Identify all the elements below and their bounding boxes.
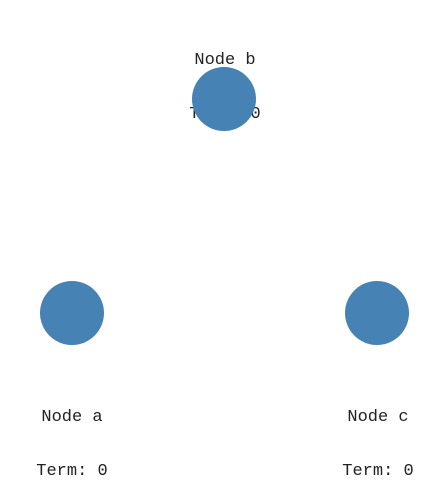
- node-a-label: Node a Term: 0: [12, 373, 132, 499]
- node-b-name: Node b: [194, 51, 256, 70]
- node-a-term: Term: 0: [36, 462, 108, 481]
- node-a-name: Node a: [41, 408, 103, 427]
- node-c-label: Node c Term: 0: [318, 373, 438, 499]
- node-c-term: Term: 0: [342, 462, 414, 481]
- node-c-name: Node c: [347, 408, 409, 427]
- node-c-circle[interactable]: [345, 281, 409, 345]
- node-b-circle[interactable]: [192, 67, 256, 131]
- node-a-circle[interactable]: [40, 281, 104, 345]
